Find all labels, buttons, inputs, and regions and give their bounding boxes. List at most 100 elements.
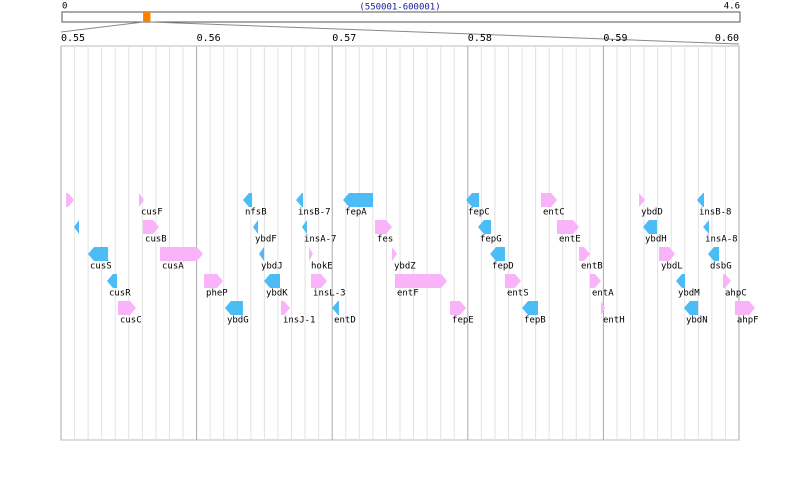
- overview-tick-label: 0: [62, 2, 67, 12]
- gene-label: entA: [592, 289, 614, 299]
- gene-label: insJ-1: [283, 316, 316, 326]
- gene-arrow: [159, 247, 203, 261]
- gene-label: entB: [581, 262, 603, 272]
- gene-label: ybdF: [255, 235, 277, 245]
- overview-bar: [61, 11, 741, 23]
- gene-arrow: [639, 193, 646, 207]
- gene-label: cusC: [120, 316, 142, 326]
- gene-arrow: [522, 301, 539, 315]
- gene-label: ybdM: [678, 289, 700, 299]
- gene-label: cusB: [145, 235, 167, 245]
- gene-label: entF: [397, 289, 419, 299]
- gene-label: ybdJ: [261, 262, 283, 272]
- gene-arrow: [138, 193, 144, 207]
- x-tick-label: 0.60: [715, 33, 739, 44]
- gene-arrow: [450, 301, 467, 315]
- gene-arrow: [394, 274, 448, 288]
- x-tick-label: 0.56: [197, 33, 221, 44]
- gene-arrow: [391, 247, 398, 261]
- gene-label: insL-3: [313, 289, 346, 299]
- gene-label: cusS: [90, 262, 112, 272]
- gene-label: entD: [334, 316, 356, 326]
- gene-label: entS: [507, 289, 529, 299]
- gene-label: fes: [377, 235, 393, 245]
- gene-label: ahpC: [725, 289, 747, 299]
- x-tick-label: 0.57: [332, 33, 356, 44]
- gene-arrow: [253, 220, 259, 234]
- gene-label: entC: [543, 208, 565, 218]
- gene-label: fepA: [345, 208, 367, 218]
- gene-arrow: [466, 193, 480, 207]
- gene-label: fepD: [492, 262, 514, 272]
- gene-arrow: [143, 220, 160, 234]
- range-label: (550001-600001): [359, 3, 440, 13]
- gene-label: fepC: [468, 208, 490, 218]
- gene-arrow: [504, 274, 521, 288]
- gene-arrow: [204, 274, 224, 288]
- gene-arrow: [600, 301, 606, 315]
- gene-arrow: [477, 220, 491, 234]
- gene-label: ybdZ: [394, 262, 416, 272]
- gene-arrow: [224, 301, 243, 315]
- gene-label: entE: [559, 235, 581, 245]
- gene-arrow: [301, 220, 307, 234]
- gene-label: cusR: [109, 289, 131, 299]
- gene-label: cusF: [141, 208, 163, 218]
- gene-label: ybdK: [266, 289, 288, 299]
- gene-label: fepB: [524, 316, 546, 326]
- gene-label: ybdN: [686, 316, 708, 326]
- gene-label: pheP: [206, 289, 228, 299]
- gene-arrow: [642, 220, 657, 234]
- gene-arrow: [295, 193, 304, 207]
- x-tick-label: 0.59: [603, 33, 627, 44]
- gene-arrow: [707, 247, 720, 261]
- gene-label: ybdL: [661, 262, 683, 272]
- gene-arrow: [74, 220, 80, 234]
- gene-arrow: [557, 220, 579, 234]
- gene-label: dsbG: [710, 262, 732, 272]
- x-tick-label: 0.55: [61, 33, 85, 44]
- gene-arrow: [490, 247, 505, 261]
- gene-arrow: [703, 220, 710, 234]
- gene-label: ybdG: [227, 316, 249, 326]
- zoom-line: [150, 21, 740, 45]
- gene-label: cusA: [162, 262, 184, 272]
- gene-arrow: [242, 193, 253, 207]
- gene-arrow: [280, 301, 291, 315]
- gene-arrow: [722, 274, 731, 288]
- gene-arrow: [311, 274, 328, 288]
- gene-arrow: [117, 301, 136, 315]
- gene-arrow: [658, 247, 675, 261]
- gene-arrow: [696, 193, 705, 207]
- gene-label: insA-7: [304, 235, 337, 245]
- gene-label: ybdH: [645, 235, 667, 245]
- gene-arrow: [675, 274, 686, 288]
- gene-label: fepG: [480, 235, 502, 245]
- gene-arrow: [263, 274, 280, 288]
- gene-label: nfsB: [245, 208, 267, 218]
- gene-arrow: [734, 301, 756, 315]
- overview-tick-label: 4.6: [724, 2, 740, 12]
- gene-arrow: [589, 274, 601, 288]
- gene-label: ahpF: [737, 316, 759, 326]
- gene-arrow: [87, 247, 109, 261]
- gene-arrow: [578, 247, 590, 261]
- gene-arrow: [106, 274, 118, 288]
- x-tick-label: 0.58: [468, 33, 492, 44]
- gene-label: insB-8: [699, 208, 732, 218]
- gene-label: fepE: [452, 316, 474, 326]
- gene-arrow: [258, 247, 264, 261]
- gene-arrow: [375, 220, 392, 234]
- gene-arrow: [332, 301, 339, 315]
- gene-arrow: [66, 193, 75, 207]
- zoom-line: [60, 21, 144, 33]
- gene-arrow: [683, 301, 699, 315]
- gene-label: hokE: [311, 262, 333, 272]
- gene-label: insA-8: [705, 235, 738, 245]
- gene-arrow: [541, 193, 558, 207]
- gene-label: insB-7: [298, 208, 331, 218]
- overview-highlight: [143, 12, 151, 22]
- gene-label: entH: [603, 316, 625, 326]
